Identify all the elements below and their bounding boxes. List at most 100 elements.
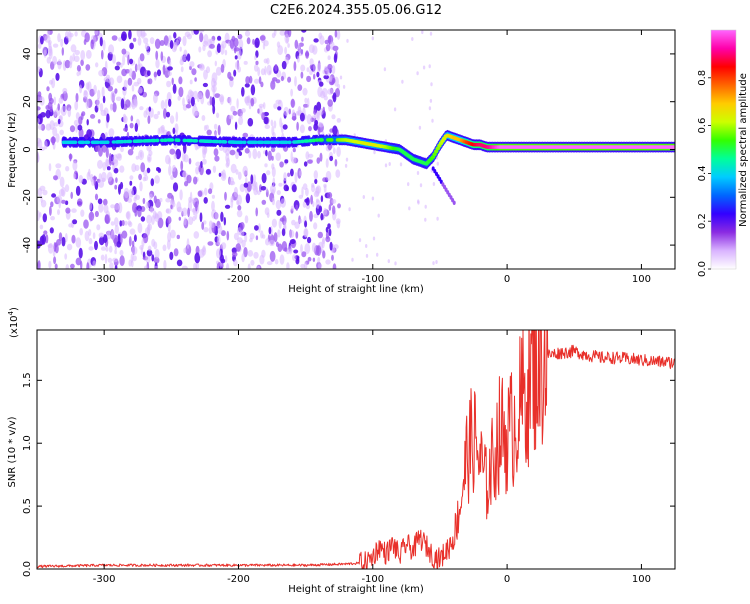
- noise-blob: [190, 96, 195, 107]
- noise-blob: [105, 246, 109, 252]
- noise-blob: [211, 72, 218, 83]
- noise-blob: [88, 229, 92, 236]
- noise-blob: [270, 147, 276, 153]
- noise-blob: [331, 199, 337, 204]
- noise-blob: [184, 31, 191, 38]
- noise-blob: [332, 92, 337, 103]
- noise-blob: [399, 162, 403, 167]
- ridge-mark: [311, 138, 316, 143]
- noise-blob: [233, 186, 238, 198]
- noise-blob: [269, 184, 276, 194]
- noise-blob: [186, 238, 190, 250]
- noise-blob: [128, 30, 132, 40]
- colorbar-tick-label: 0.8: [697, 70, 708, 86]
- noise-blob: [224, 49, 228, 56]
- noise-blob: [247, 250, 254, 257]
- noise-blob: [141, 238, 145, 247]
- noise-blob: [74, 31, 78, 37]
- noise-blob: [133, 96, 138, 107]
- noise-blob: [172, 164, 176, 172]
- ridge-mark: [160, 138, 165, 143]
- noise-blob: [202, 158, 207, 165]
- noise-blob: [37, 106, 41, 111]
- noise-blob: [186, 53, 191, 62]
- noise-blob: [436, 216, 439, 221]
- noise-blob: [173, 32, 177, 39]
- ridge-mark: [672, 145, 675, 149]
- noise-blob: [348, 207, 351, 212]
- noise-blob: [313, 170, 318, 180]
- noise-blob: [67, 107, 72, 118]
- noise-blob: [59, 129, 64, 136]
- noise-blob: [37, 139, 43, 149]
- noise-blob: [284, 46, 287, 55]
- noise-blob: [216, 112, 220, 119]
- noise-blob: [45, 123, 52, 131]
- noise-blob: [268, 226, 272, 235]
- noise-blob: [128, 188, 134, 198]
- noise-blob: [301, 251, 307, 258]
- noise-blob: [324, 39, 329, 45]
- noise-blob: [323, 95, 328, 101]
- figure-title: C2E6.2024.355.05.06.G12: [270, 3, 442, 18]
- noise-blob: [279, 217, 285, 222]
- noise-blob: [188, 158, 192, 165]
- noise-blob: [118, 37, 123, 42]
- noise-blob: [252, 174, 257, 184]
- noise-blob: [203, 69, 208, 80]
- noise-blob: [419, 183, 423, 188]
- y-tick-label: -40: [22, 237, 33, 253]
- noise-blob: [147, 223, 152, 231]
- noise-blob: [313, 38, 319, 43]
- noise-blob: [83, 219, 89, 229]
- ridge-mark: [430, 155, 436, 159]
- noise-blob: [131, 84, 135, 92]
- noise-blob: [284, 159, 289, 164]
- noise-blob: [220, 230, 226, 237]
- noise-blob: [290, 168, 294, 177]
- noise-blob: [318, 122, 324, 128]
- noise-blob: [311, 242, 317, 253]
- noise-blob: [131, 163, 137, 173]
- noise-blob: [271, 163, 275, 170]
- noise-blob: [332, 125, 338, 136]
- noise-blob: [325, 231, 330, 240]
- noise-blob: [259, 35, 266, 41]
- noise-blob: [197, 93, 200, 103]
- noise-blob: [203, 34, 209, 45]
- noise-blob: [121, 230, 128, 239]
- noise-blob: [189, 90, 195, 97]
- noise-blob: [210, 221, 215, 229]
- noise-blob: [309, 69, 313, 76]
- noise-blob: [68, 223, 73, 228]
- noise-blob: [237, 48, 242, 60]
- noise-blob: [88, 211, 95, 221]
- noise-blob: [327, 99, 334, 107]
- noise-blob: [172, 127, 176, 135]
- noise-blob: [231, 251, 238, 257]
- noise-blob: [194, 111, 200, 116]
- noise-blob: [64, 233, 68, 243]
- noise-blob: [214, 212, 219, 220]
- noise-blob: [40, 195, 43, 203]
- noise-blob: [242, 132, 249, 138]
- noise-blob: [287, 43, 290, 48]
- noise-blob: [102, 95, 106, 104]
- noise-blob: [99, 102, 104, 112]
- noise-blob: [39, 185, 46, 191]
- noise-blob: [85, 49, 92, 59]
- noise-blob: [157, 167, 162, 173]
- noise-blob: [291, 156, 297, 164]
- noise-blob: [301, 30, 307, 33]
- noise-blob: [89, 201, 93, 211]
- noise-blob: [58, 232, 63, 242]
- noise-blob: [383, 67, 387, 72]
- noise-blob: [245, 193, 251, 204]
- noise-blob: [154, 212, 158, 219]
- noise-blob: [180, 55, 186, 62]
- noise-blob: [95, 62, 99, 68]
- ridge-mark: [72, 140, 78, 145]
- noise-blob: [260, 186, 267, 191]
- noise-blob: [167, 66, 173, 71]
